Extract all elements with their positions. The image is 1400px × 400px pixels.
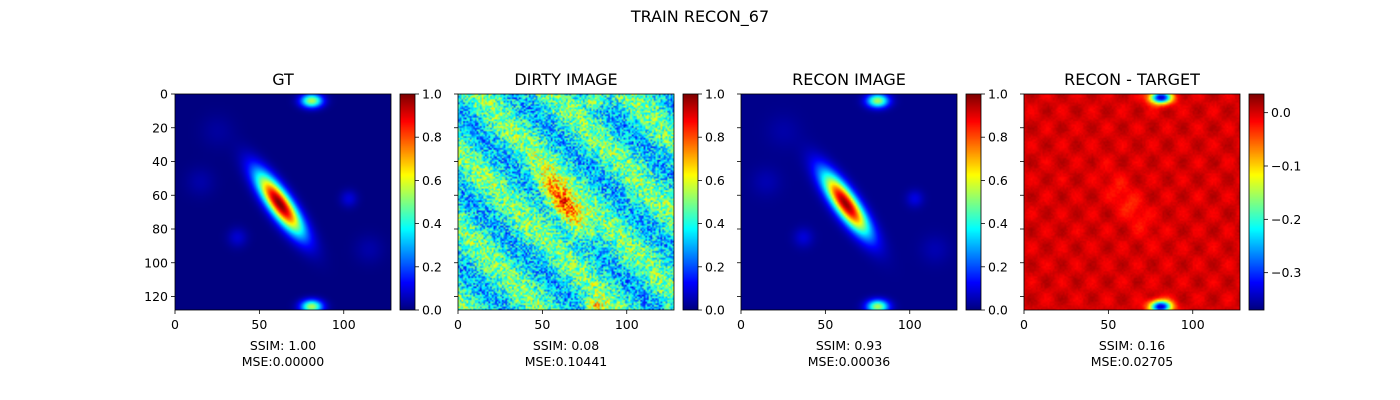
y-tick-label: 60 (152, 188, 168, 203)
x-tick-label: 100 (332, 317, 356, 332)
ssim-label: SSIM: 1.00 (250, 338, 316, 353)
colorbar-tick-label: 0.6 (422, 173, 442, 188)
axes-frame (1023, 93, 1241, 311)
colorbar-tick-label: 0.0 (1271, 105, 1291, 120)
colorbar-tick-label: 0.4 (705, 216, 725, 231)
colorbar-frame (682, 93, 699, 311)
colorbar-frame (1248, 93, 1265, 311)
colorbar-tick-label: −0.1 (1271, 159, 1301, 174)
panels: GT 0 50 100 0 20 40 60 80 100 120 0.0 0.2 0.4 0.6 0.8 1.… (144, 70, 1301, 369)
colorbar-frame (965, 93, 982, 311)
x-tick-label: 0 (1020, 317, 1028, 332)
panel-1: GT 0 50 100 0 20 40 60 80 100 120 0.0 0.2 0.4 0.6 0.8 1.… (144, 70, 442, 369)
colorbar: 0.0 0.2 0.4 0.6 0.8 1.0 (965, 87, 1008, 318)
panel-2: DIRTY IMAGE 0 50 100 0.0 0.2 0.4 0.6 0.8 1.0 SSIM:… (454, 70, 725, 369)
ssim-label: SSIM: 0.08 (533, 338, 599, 353)
mse-label: MSE:0.00000 (242, 354, 325, 369)
colorbar-gradient (1249, 94, 1264, 310)
x-tick-label: 0 (454, 317, 462, 332)
ssim-label: SSIM: 0.93 (816, 338, 882, 353)
colorbar-tick-label: 1.0 (705, 87, 725, 102)
colorbar-tick-label: 1.0 (988, 87, 1008, 102)
colorbar-gradient (683, 94, 698, 310)
mse-label: MSE:0.10441 (525, 354, 608, 369)
colorbar-tick-label: 0.8 (705, 130, 725, 145)
axes-frame (457, 93, 675, 311)
x-tick-label: 100 (1181, 317, 1205, 332)
colorbar-tick-label: 0.6 (988, 173, 1008, 188)
colorbar-tick-label: 0.4 (988, 216, 1008, 231)
colorbar-tick-label: 0.0 (705, 303, 725, 318)
heatmap-image (458, 94, 674, 310)
panel-title: GT (272, 70, 294, 89)
y-tick-label: 40 (152, 154, 168, 169)
x-tick-label: 50 (251, 317, 267, 332)
colorbar-tick-label: 0.8 (988, 130, 1008, 145)
y-tick-label: 100 (144, 255, 168, 270)
axes-frame (174, 93, 392, 311)
colorbar: 0.0 0.2 0.4 0.6 0.8 1.0 (682, 87, 725, 318)
colorbar-gradient (966, 94, 981, 310)
colorbar-tick-label: 0.2 (988, 259, 1008, 274)
panel-title: RECON IMAGE (792, 70, 906, 89)
colorbar-tick-label: 1.0 (422, 87, 442, 102)
colorbar-tick-label: −0.2 (1271, 212, 1301, 227)
panel-4: RECON - TARGET 0 50 100 −0.3 −0.2 −0.1 0.0 SSIM:… (1020, 70, 1301, 369)
x-tick-label: 0 (737, 317, 745, 332)
x-tick-label: 50 (1100, 317, 1116, 332)
colorbar-tick-label: 0.0 (988, 303, 1008, 318)
x-tick-label: 100 (898, 317, 922, 332)
colorbar: −0.3 −0.2 −0.1 0.0 (1248, 93, 1301, 311)
y-tick-label: 0 (160, 87, 168, 102)
colorbar-tick-label: 0.2 (705, 259, 725, 274)
colorbar-tick-label: 0.8 (422, 130, 442, 145)
mse-label: MSE:0.02705 (1091, 354, 1174, 369)
colorbar-tick-label: −0.3 (1271, 265, 1301, 280)
panel-title: DIRTY IMAGE (514, 70, 617, 89)
panel-title: RECON - TARGET (1064, 70, 1200, 89)
x-tick-label: 50 (817, 317, 833, 332)
colorbar-tick-label: 0.2 (422, 259, 442, 274)
heatmap-image (741, 94, 957, 310)
colorbar-tick-label: 0.6 (705, 173, 725, 188)
colorbar-frame (399, 93, 416, 311)
colorbar: 0.0 0.2 0.4 0.6 0.8 1.0 (399, 87, 442, 318)
y-tick-label: 120 (144, 289, 168, 304)
panel-3: RECON IMAGE 0 50 100 0.0 0.2 0.4 0.6 0.8 1.0 SSIM:… (737, 70, 1008, 369)
heatmap-image (175, 94, 391, 310)
x-tick-label: 50 (534, 317, 550, 332)
heatmap-image (1024, 94, 1240, 310)
axes-frame (740, 93, 958, 311)
figure-suptitle: TRAIN RECON_67 (630, 7, 769, 27)
x-tick-label: 100 (615, 317, 639, 332)
x-tick-label: 0 (171, 317, 179, 332)
colorbar-tick-label: 0.0 (422, 303, 442, 318)
ssim-label: SSIM: 0.16 (1099, 338, 1165, 353)
y-tick-label: 20 (152, 120, 168, 135)
mse-label: MSE:0.00036 (808, 354, 891, 369)
colorbar-tick-label: 0.4 (422, 216, 442, 231)
colorbar-gradient (400, 94, 415, 310)
y-tick-label: 80 (152, 222, 168, 237)
